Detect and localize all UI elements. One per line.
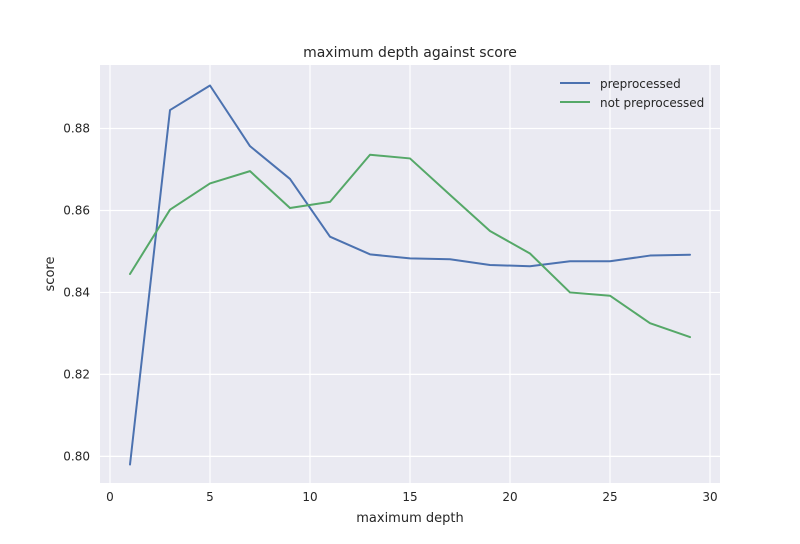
x-tick-label: 15	[402, 490, 417, 504]
series-line-not-preprocessed	[129, 153, 691, 339]
legend-label-preprocessed: preprocessed	[600, 77, 681, 91]
y-tick-label: 0.80	[63, 449, 90, 463]
series-layer	[129, 84, 691, 466]
y-tick-labels: 0.80 0.82 0.84 0.86 0.88	[63, 122, 90, 464]
chart-title: maximum depth against score	[303, 45, 517, 61]
x-tick-label: 10	[302, 490, 317, 504]
y-tick-label: 0.88	[63, 122, 90, 136]
series-line-preprocessed	[129, 84, 691, 466]
x-tick-label: 20	[502, 490, 517, 504]
x-tick-labels: 0 5 10 15 20 25 30	[106, 490, 717, 504]
y-tick-label: 0.82	[63, 367, 90, 381]
legend: preprocessed not preprocessed	[560, 77, 704, 110]
y-tick-label: 0.84	[63, 285, 90, 299]
x-tick-label: 0	[106, 490, 114, 504]
x-tick-label: 25	[602, 490, 617, 504]
y-tick-label: 0.86	[63, 203, 90, 217]
y-axis-label: score	[43, 257, 58, 292]
x-tick-label: 30	[702, 490, 717, 504]
legend-label-not-preprocessed: not preprocessed	[600, 96, 704, 110]
x-axis-label: maximum depth	[356, 511, 463, 526]
x-tick-label: 5	[206, 490, 214, 504]
grid-lines	[100, 65, 720, 483]
